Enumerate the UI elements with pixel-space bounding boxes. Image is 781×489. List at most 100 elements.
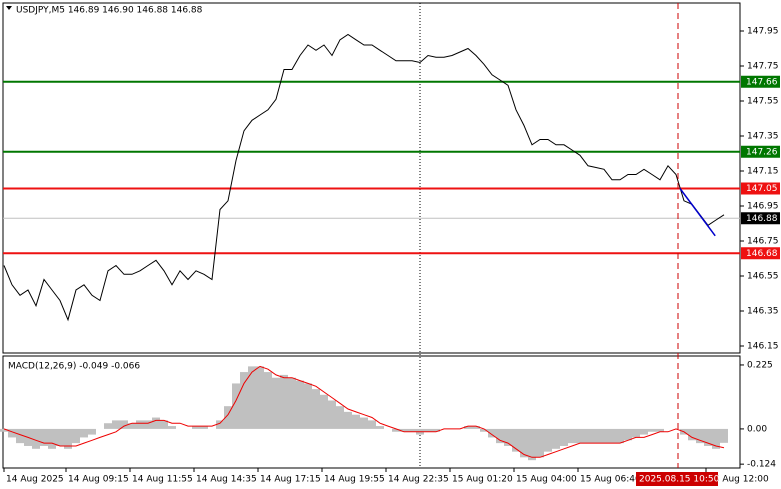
- menu-arrow: [6, 6, 12, 10]
- histogram-bar: [8, 428, 16, 438]
- histogram-bar: [160, 420, 168, 429]
- x-tick-label: 14 Aug 11:55: [132, 475, 193, 485]
- histogram-bar: [552, 428, 560, 449]
- y-tick-label: 146.35: [747, 307, 779, 317]
- histogram-bar: [512, 428, 520, 452]
- histogram-bar: [696, 428, 704, 444]
- histogram-bar: [560, 428, 568, 446]
- histogram-bar: [0, 428, 8, 432]
- histogram-bar: [144, 420, 152, 429]
- histogram-bar: [392, 428, 400, 432]
- histogram-bar: [136, 420, 144, 429]
- x-tick-label: 15 Aug 06:40: [580, 475, 641, 485]
- histogram-bar: [352, 414, 360, 429]
- x-tick-label: 14 Aug 09:15: [68, 475, 129, 485]
- histogram-bar: [272, 377, 280, 429]
- histogram-bar: [360, 417, 368, 429]
- histogram-bar: [104, 423, 112, 429]
- x-tick-label: 15 Aug 12:00: [708, 475, 769, 485]
- histogram-bar: [32, 428, 40, 449]
- y-tick-label: 147.95: [747, 27, 779, 37]
- histogram-bar: [328, 400, 336, 429]
- y-tick-label: 0.225: [747, 360, 773, 370]
- histogram-bar: [576, 428, 584, 444]
- y-tick-label: 147.15: [747, 167, 779, 177]
- histogram-bar: [528, 428, 536, 461]
- y-tick-label: 147.75: [747, 62, 779, 72]
- histogram-bar: [48, 428, 56, 449]
- histogram-bar: [288, 377, 296, 429]
- current-price-box: [741, 212, 780, 225]
- histogram-bar: [688, 428, 696, 441]
- histogram-bar: [80, 428, 88, 438]
- signal-line: [3, 365, 725, 458]
- histogram-bar: [472, 426, 480, 429]
- histogram-bar: [624, 428, 632, 441]
- x-tick-label: 14 Aug 19:55: [324, 475, 385, 485]
- level-label: 146.68: [746, 249, 778, 259]
- level-label-box: [741, 247, 780, 260]
- histogram-bar: [72, 428, 80, 444]
- histogram-bar: [368, 420, 376, 429]
- x-tick-label: 14 Aug 2025: [6, 475, 64, 485]
- y-tick-label: 0.00: [747, 424, 767, 434]
- histogram-bar: [480, 428, 488, 432]
- histogram-bar: [608, 428, 616, 444]
- histogram-bar: [312, 389, 320, 429]
- histogram-bar: [632, 428, 640, 438]
- histogram-bar: [280, 374, 288, 429]
- level-label: 147.05: [746, 184, 778, 194]
- histogram-bar: [432, 428, 440, 432]
- histogram-bar: [536, 428, 544, 458]
- histogram-bar: [656, 428, 664, 432]
- y-tick-label: -0.124: [747, 460, 776, 470]
- histogram-bar: [264, 372, 272, 429]
- histogram-bar: [232, 383, 240, 429]
- histogram-bar: [520, 428, 528, 458]
- histogram-bar: [128, 423, 136, 429]
- x-tick-label: 15 Aug 04:00: [516, 475, 577, 485]
- histogram-bar: [584, 428, 592, 444]
- level-label-box: [741, 182, 780, 195]
- histogram-bar: [64, 428, 72, 449]
- histogram-bar: [376, 426, 384, 429]
- histogram-bar: [496, 428, 504, 444]
- histogram-bar: [720, 428, 728, 443]
- level-label-box: [741, 145, 780, 158]
- histogram-bar: [120, 420, 128, 429]
- histogram-bar: [544, 428, 552, 452]
- y-tick-label: 146.95: [747, 202, 779, 212]
- histogram-bar: [224, 406, 232, 429]
- histogram-bar: [568, 428, 576, 444]
- histogram-bar: [240, 372, 248, 429]
- price-pane: [2, 2, 741, 354]
- histogram-bar: [400, 428, 408, 432]
- histogram-bar: [504, 428, 512, 446]
- histogram-bar: [216, 420, 224, 429]
- histogram-bar: [320, 394, 328, 429]
- histogram-bar: [464, 426, 472, 429]
- histogram-bar: [304, 383, 312, 429]
- y-tick-label: 146.55: [747, 272, 779, 282]
- cursor-label: 2025.08.15 10:50: [639, 475, 720, 485]
- macd-title: MACD(12,26,9) -0.049 -0.066: [8, 362, 140, 372]
- cursor-label-box: [636, 472, 718, 486]
- histogram-bar: [40, 428, 48, 446]
- histogram-bar: [256, 366, 264, 429]
- y-tick-label: 146.75: [747, 237, 779, 247]
- macd-pane: [2, 355, 741, 469]
- level-label-box: [741, 75, 780, 88]
- histogram-bar: [296, 380, 304, 429]
- histogram-bar: [616, 428, 624, 444]
- y-tick-label: 147.35: [747, 132, 779, 142]
- histogram-bar: [640, 428, 648, 435]
- histogram-bar: [488, 428, 496, 438]
- histogram-bar: [56, 428, 64, 446]
- histogram-bar: [424, 428, 432, 432]
- level-label: 147.26: [746, 147, 778, 157]
- y-tick-label: 146.15: [747, 342, 779, 352]
- histogram-bar: [704, 428, 712, 446]
- histogram-bar: [248, 366, 256, 429]
